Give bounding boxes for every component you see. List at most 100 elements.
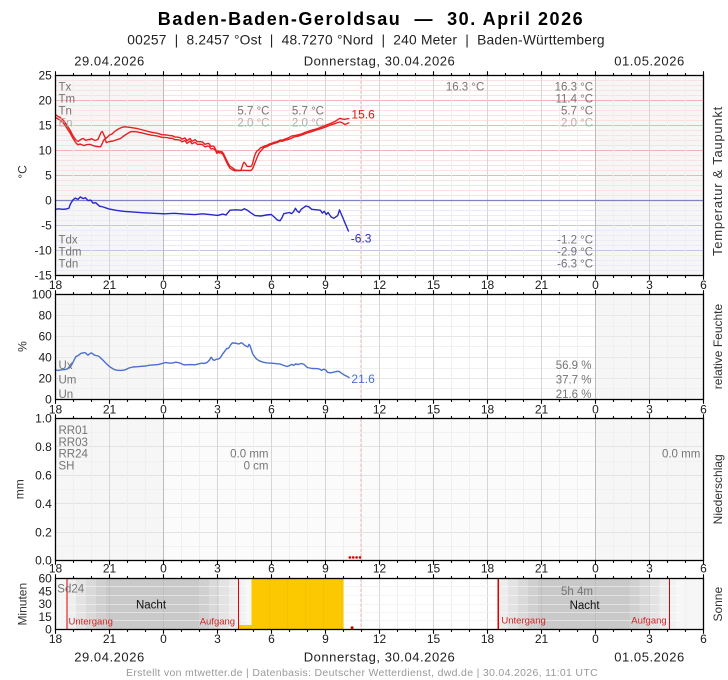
svg-text:21: 21 bbox=[535, 562, 549, 576]
svg-text:Un: Un bbox=[59, 389, 74, 401]
svg-text:0.4: 0.4 bbox=[35, 497, 52, 511]
svg-text:18: 18 bbox=[481, 632, 495, 646]
svg-text:18: 18 bbox=[481, 403, 495, 417]
svg-text:10: 10 bbox=[38, 144, 52, 158]
svg-text:01.05.2026: 01.05.2026 bbox=[614, 54, 685, 69]
svg-text:0 cm: 0 cm bbox=[244, 461, 269, 473]
svg-text:00257 | 8.2457 °Ost | 48.7: 00257 | 8.2457 °Ost | 48.7270 °Nord | 24… bbox=[127, 32, 605, 47]
svg-text:5.7 °C: 5.7 °C bbox=[292, 106, 324, 118]
svg-text:-10: -10 bbox=[34, 244, 52, 258]
svg-text:37.7 %: 37.7 % bbox=[556, 375, 592, 387]
svg-text:21: 21 bbox=[103, 632, 117, 646]
svg-text:0.6: 0.6 bbox=[35, 469, 52, 483]
svg-text:5.7 °C: 5.7 °C bbox=[561, 106, 593, 118]
svg-text:0.0 mm: 0.0 mm bbox=[662, 449, 700, 461]
svg-text:12: 12 bbox=[373, 632, 387, 646]
svg-text:30: 30 bbox=[38, 597, 52, 611]
svg-text:0: 0 bbox=[45, 393, 52, 407]
svg-text:0.0: 0.0 bbox=[35, 554, 52, 568]
svg-text:25: 25 bbox=[38, 69, 52, 83]
svg-text:18: 18 bbox=[49, 278, 63, 292]
svg-text:0.0 mm: 0.0 mm bbox=[230, 449, 268, 461]
svg-text:29.04.2026: 29.04.2026 bbox=[74, 649, 145, 664]
svg-text:0: 0 bbox=[592, 632, 599, 646]
svg-text:6: 6 bbox=[268, 632, 275, 646]
svg-text:Tm: Tm bbox=[59, 94, 76, 106]
svg-text:-6.3: -6.3 bbox=[351, 232, 372, 246]
svg-text:60: 60 bbox=[38, 330, 52, 344]
svg-text:56.9 %: 56.9 % bbox=[556, 360, 592, 372]
svg-text:21.6 %: 21.6 % bbox=[556, 389, 592, 401]
svg-text:6: 6 bbox=[700, 278, 707, 292]
svg-text:9: 9 bbox=[322, 278, 329, 292]
svg-text:%: % bbox=[16, 341, 30, 352]
svg-text:15: 15 bbox=[38, 610, 52, 624]
svg-text:80: 80 bbox=[38, 309, 52, 323]
svg-text:15.6: 15.6 bbox=[351, 107, 375, 121]
svg-text:18: 18 bbox=[49, 562, 63, 576]
svg-text:-15: -15 bbox=[34, 269, 52, 283]
svg-text:6: 6 bbox=[700, 562, 707, 576]
svg-text:3: 3 bbox=[646, 562, 653, 576]
svg-text:Baden-Baden-Geroldsau — 30.: Baden-Baden-Geroldsau — 30. April 2026 bbox=[158, 9, 584, 29]
svg-text:Aufgang: Aufgang bbox=[631, 616, 666, 627]
svg-text:-2.9 °C: -2.9 °C bbox=[557, 247, 593, 259]
svg-text:Tdm: Tdm bbox=[59, 247, 82, 259]
svg-text:9: 9 bbox=[322, 562, 329, 576]
svg-text:0: 0 bbox=[45, 623, 52, 637]
svg-text:21: 21 bbox=[103, 278, 117, 292]
svg-text:RR24: RR24 bbox=[59, 449, 89, 461]
svg-text:0: 0 bbox=[592, 403, 599, 417]
svg-text:6: 6 bbox=[700, 632, 707, 646]
svg-text:-5: -5 bbox=[41, 219, 52, 233]
svg-text:15: 15 bbox=[38, 119, 52, 133]
svg-text:16.3 °C: 16.3 °C bbox=[555, 82, 593, 94]
svg-text:21: 21 bbox=[103, 562, 117, 576]
svg-text:2.0 °C: 2.0 °C bbox=[561, 118, 593, 130]
svg-text:18: 18 bbox=[481, 562, 495, 576]
svg-text:20: 20 bbox=[38, 372, 52, 386]
svg-text:18: 18 bbox=[49, 403, 63, 417]
svg-text:°C: °C bbox=[16, 165, 30, 179]
svg-text:15: 15 bbox=[427, 562, 441, 576]
svg-text:-6.3 °C: -6.3 °C bbox=[557, 259, 593, 271]
svg-text:15: 15 bbox=[427, 403, 441, 417]
svg-text:18: 18 bbox=[481, 278, 495, 292]
svg-text:3: 3 bbox=[214, 278, 221, 292]
svg-text:Tdn: Tdn bbox=[59, 259, 79, 271]
svg-text:Um: Um bbox=[59, 375, 77, 387]
svg-text:Nacht: Nacht bbox=[136, 600, 167, 612]
svg-text:2.0 °C: 2.0 °C bbox=[292, 118, 324, 130]
svg-text:6: 6 bbox=[268, 562, 275, 576]
svg-text:0.2: 0.2 bbox=[35, 525, 52, 539]
svg-text:21.6: 21.6 bbox=[351, 372, 375, 386]
svg-text:RR01: RR01 bbox=[59, 425, 88, 437]
svg-text:6: 6 bbox=[700, 403, 707, 417]
svg-text:3: 3 bbox=[646, 632, 653, 646]
svg-text:11.4 °C: 11.4 °C bbox=[555, 94, 593, 106]
svg-text:Sonne: Sonne bbox=[711, 587, 725, 622]
svg-text:Untergang: Untergang bbox=[69, 617, 113, 628]
svg-text:SH: SH bbox=[59, 461, 75, 473]
svg-text:Aufgang: Aufgang bbox=[200, 617, 235, 628]
svg-text:-1.2 °C: -1.2 °C bbox=[557, 235, 593, 247]
svg-text:En: En bbox=[59, 118, 73, 130]
svg-text:6: 6 bbox=[268, 403, 275, 417]
svg-text:0: 0 bbox=[592, 278, 599, 292]
svg-text:5.7 °C: 5.7 °C bbox=[237, 106, 269, 118]
svg-text:3: 3 bbox=[646, 403, 653, 417]
svg-text:3: 3 bbox=[214, 562, 221, 576]
svg-text:60: 60 bbox=[38, 572, 52, 586]
svg-text:40: 40 bbox=[38, 351, 52, 365]
svg-text:0: 0 bbox=[160, 403, 167, 417]
svg-text:15: 15 bbox=[427, 632, 441, 646]
svg-text:45: 45 bbox=[38, 585, 52, 599]
svg-text:Tx: Tx bbox=[59, 82, 72, 94]
svg-text:21: 21 bbox=[535, 632, 549, 646]
svg-text:1.0: 1.0 bbox=[35, 412, 52, 426]
svg-text:21: 21 bbox=[535, 278, 549, 292]
svg-text:Erstellt von mtwetter.de | Dat: Erstellt von mtwetter.de | Datenbasis: D… bbox=[126, 667, 598, 679]
svg-text:Tn: Tn bbox=[59, 106, 72, 118]
svg-text:9: 9 bbox=[322, 403, 329, 417]
svg-text:2.0 °C: 2.0 °C bbox=[237, 118, 269, 130]
